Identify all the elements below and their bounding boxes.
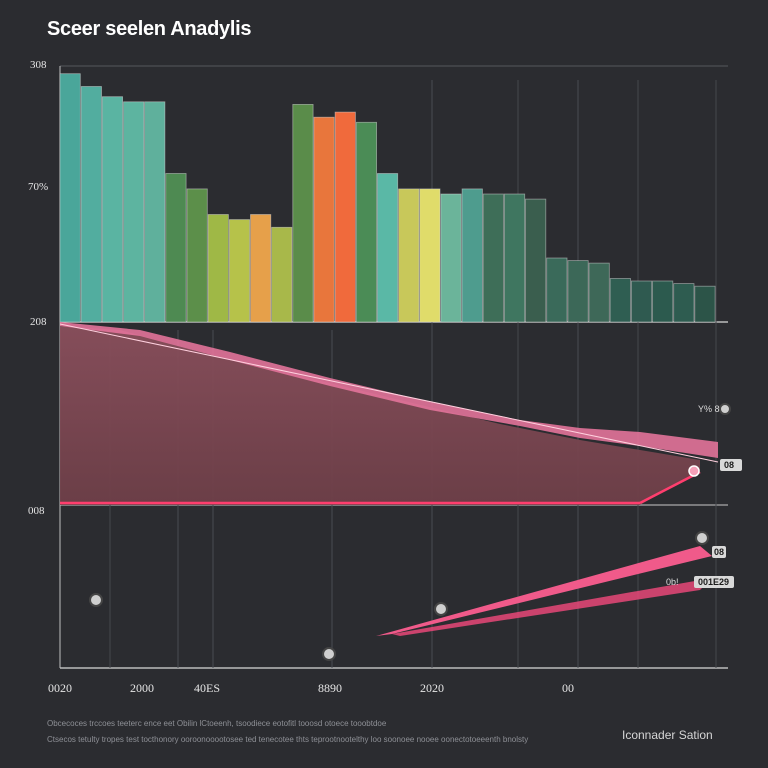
- bar: [80, 86, 102, 323]
- bar: [694, 285, 716, 323]
- chart-title: Sceer seelen Anadylis: [47, 18, 252, 40]
- footnote: Obcecoces trccoes teeterc ence eet Obili…: [47, 716, 617, 748]
- bar: [631, 280, 653, 323]
- area-fill: [60, 326, 700, 505]
- bar-series: [59, 73, 716, 323]
- callout-line-top: 08: [714, 547, 724, 557]
- bar: [461, 188, 483, 323]
- bar: [271, 226, 293, 323]
- bar: [588, 262, 610, 323]
- bar: [123, 101, 145, 323]
- x-tick-label: 00: [562, 681, 574, 695]
- bar: [419, 188, 441, 323]
- callout-area-end: 08: [724, 460, 734, 470]
- bar: [546, 257, 568, 323]
- bar: [567, 260, 589, 323]
- bar: [609, 278, 631, 323]
- callout-box: [720, 459, 742, 471]
- x-tick-label: 2000: [130, 681, 154, 695]
- marker-point: [695, 531, 709, 545]
- bar: [652, 280, 674, 323]
- callouts: Y% 8 08 08 0b! 001E29: [666, 404, 742, 588]
- marker-point: [688, 465, 700, 477]
- bar: [292, 104, 314, 323]
- bar: [144, 101, 166, 323]
- markers: [89, 403, 731, 661]
- area-series: [59, 322, 719, 505]
- callout-line-end: 001E29: [698, 577, 729, 587]
- area-edge: [639, 470, 701, 505]
- marker-point: [89, 593, 103, 607]
- bar: [376, 173, 399, 323]
- x-tick-label: 40ES: [194, 681, 220, 695]
- bar: [482, 193, 504, 323]
- bar: [503, 193, 526, 323]
- area-top-line: [59, 323, 719, 463]
- bar: [228, 219, 251, 323]
- x-tick-label: 2020: [420, 681, 444, 695]
- trend-wedge-lower: [392, 578, 712, 636]
- bar: [101, 96, 124, 323]
- x-axis-labels: 0020 2000 40ES 8890 2020 00: [48, 681, 574, 695]
- bar: [165, 173, 187, 323]
- y-axis-labels: 308 70% 208 008: [28, 59, 48, 517]
- x-tick-label: 8890: [318, 681, 342, 695]
- bar: [59, 73, 81, 323]
- bar: [207, 214, 229, 323]
- source-label: Iconnader Sation: [622, 728, 713, 742]
- y-tick-label: 008: [28, 505, 45, 517]
- footnote-line: Obcecoces trccoes teeterc ence eet Obili…: [47, 719, 387, 728]
- bar: [250, 214, 272, 323]
- callout-line-mid: 0b!: [666, 577, 679, 587]
- bar: [440, 193, 462, 323]
- bar: [673, 283, 695, 323]
- bar: [313, 116, 335, 323]
- area-band: [60, 322, 718, 458]
- bar: [186, 188, 208, 323]
- marker-point: [322, 647, 336, 661]
- callout-box: [712, 546, 726, 558]
- bar: [525, 198, 547, 323]
- line-series: [376, 546, 712, 636]
- x-tick-label: 0020: [48, 681, 72, 695]
- callout-box: [694, 576, 734, 588]
- y-tick-label: 70%: [28, 181, 48, 193]
- bar: [398, 188, 420, 323]
- bar: [334, 111, 356, 323]
- callout-area-top: Y% 8: [698, 404, 720, 414]
- marker-point: [434, 602, 448, 616]
- y-tick-label: 308: [30, 59, 47, 71]
- bar: [355, 121, 377, 323]
- footnote-line: Ctsecos tetulty tropes test tocthonory o…: [47, 735, 529, 744]
- trend-wedge: [376, 546, 712, 636]
- marker-point: [719, 403, 731, 415]
- y-tick-label: 208: [30, 316, 47, 328]
